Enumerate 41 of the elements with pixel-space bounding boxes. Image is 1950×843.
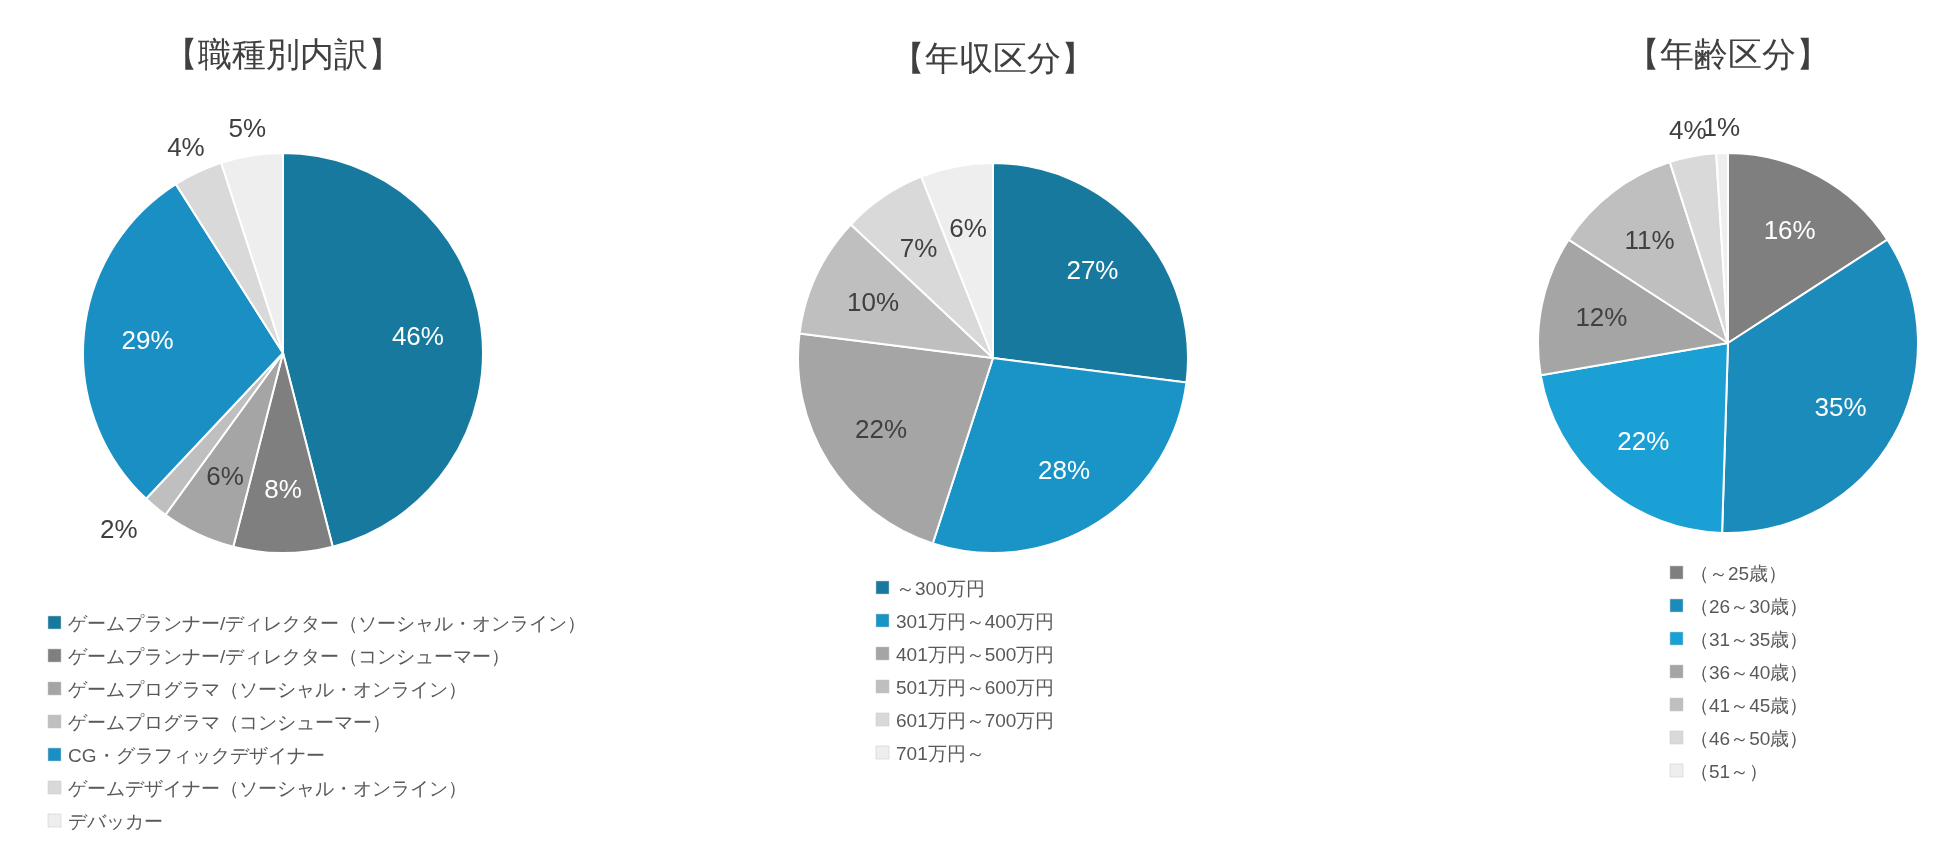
- legend-label: （36～40歳）: [1690, 661, 1809, 683]
- data-label: 4%: [167, 131, 205, 162]
- legend-label: 601万円～700万円: [896, 709, 1055, 731]
- data-label: 12%: [1575, 302, 1628, 333]
- legend-label: CG・グラフィックデザイナー: [68, 744, 325, 766]
- data-label: 2%: [100, 513, 138, 544]
- legend-label: ゲームプログラマ（ソーシャル・オンライン）: [68, 678, 467, 700]
- data-label: 5%: [228, 112, 267, 143]
- legend-label: 501万円～600万円: [896, 676, 1055, 698]
- data-label: 29%: [121, 325, 174, 356]
- legend-label: ゲームプログラマ（コンシューマー）: [68, 711, 391, 733]
- data-label: 6%: [206, 461, 244, 492]
- data-label: 22%: [1617, 425, 1670, 456]
- legend-label: （31～35歳）: [1690, 628, 1809, 650]
- data-label: 8%: [264, 474, 302, 505]
- legend-label: （26～30歳）: [1690, 595, 1809, 617]
- chart-title: 【年収区分】: [891, 39, 1095, 77]
- chart-title: 【年齢区分】: [1626, 35, 1830, 73]
- chart-title: 【職種別内訳】: [164, 35, 402, 73]
- legend-label: ゲームプランナー/ディレクター（コンシューマー）: [68, 645, 511, 667]
- legend-label: ゲームデザイナー（ソーシャル・オンライン）: [68, 777, 467, 799]
- data-label: 28%: [1038, 455, 1091, 486]
- legend-label: デバッカー: [68, 810, 163, 832]
- legend-label: （51～）: [1690, 760, 1769, 782]
- data-label: 35%: [1814, 391, 1867, 422]
- data-label: 7%: [899, 233, 938, 264]
- legend-label: 401万円～500万円: [896, 643, 1055, 665]
- legend-label: ～300万円: [896, 577, 985, 599]
- data-label: 46%: [391, 321, 444, 352]
- legend-label: （46～50歳）: [1690, 727, 1809, 749]
- data-label: 27%: [1066, 255, 1119, 286]
- data-label: 10%: [847, 286, 900, 317]
- data-label: 16%: [1763, 214, 1816, 245]
- legend-label: 701万円～: [896, 742, 985, 764]
- legend-label: （41～45歳）: [1690, 694, 1809, 716]
- data-label: 11%: [1624, 225, 1675, 256]
- data-label: 22%: [855, 414, 908, 445]
- legend-label: 301万円～400万円: [896, 610, 1055, 632]
- data-label: 6%: [949, 212, 987, 243]
- legend-label: （～25歳）: [1690, 562, 1788, 584]
- legend-label: ゲームプランナー/ディレクター（ソーシャル・オンライン）: [68, 612, 587, 634]
